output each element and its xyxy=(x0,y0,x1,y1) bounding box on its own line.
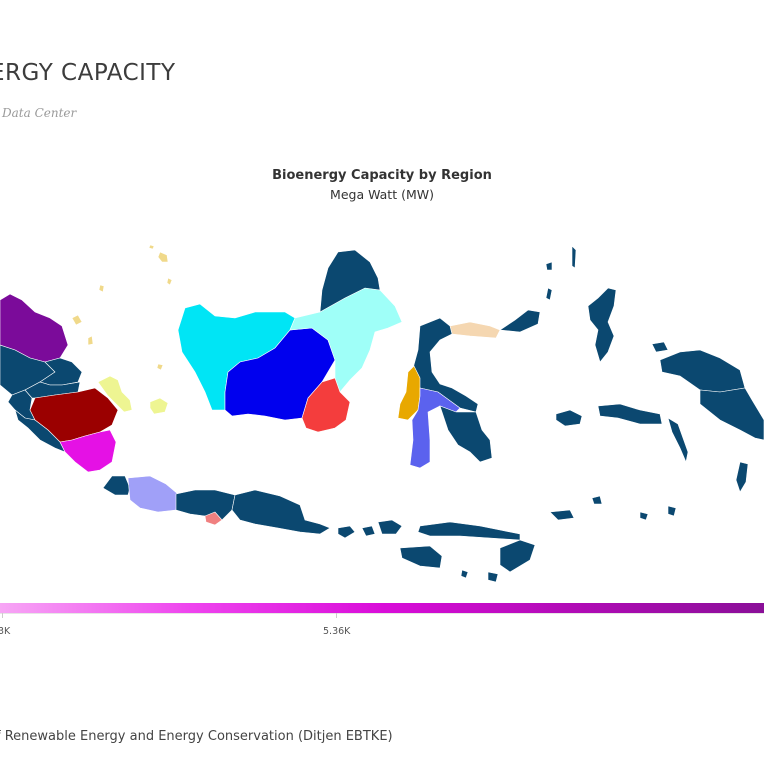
legend-tick xyxy=(336,613,337,618)
region-west-sulawesi[interactable] xyxy=(397,365,421,421)
region-west-papua[interactable] xyxy=(651,341,746,393)
page-subtitle: Data Center xyxy=(2,106,77,120)
page-title: ERGY CAPACITY xyxy=(0,60,176,86)
region-ntb[interactable] xyxy=(361,519,403,537)
region-north-maluku[interactable] xyxy=(545,245,617,363)
region-north-sulawesi[interactable] xyxy=(499,309,541,333)
map-title: Bioenergy Capacity by Region xyxy=(272,168,492,183)
region-south-kalimantan[interactable] xyxy=(301,377,351,433)
region-bangka-belitung[interactable] xyxy=(97,375,169,415)
region-south-sulawesi[interactable] xyxy=(409,387,461,469)
region-lampung[interactable] xyxy=(59,429,117,473)
region-maluku[interactable] xyxy=(555,403,749,521)
indonesia-choropleth-map xyxy=(0,244,764,583)
region-southeast-sulawesi[interactable] xyxy=(439,405,493,463)
legend-label-min: 3K xyxy=(0,626,11,637)
region-jambi[interactable] xyxy=(24,381,81,399)
map-subtitle: Mega Watt (MW) xyxy=(330,187,434,202)
region-west-java[interactable] xyxy=(127,475,179,513)
source-note: f Renewable Energy and Energy Conservati… xyxy=(0,729,393,744)
legend-baseline xyxy=(0,613,764,614)
region-central-java[interactable] xyxy=(175,489,236,521)
region-north-kalimantan[interactable] xyxy=(319,249,381,313)
region-ntt[interactable] xyxy=(399,509,575,583)
legend-tick xyxy=(2,613,3,618)
region-east-java[interactable] xyxy=(231,489,331,535)
region-gorontalo[interactable] xyxy=(449,321,501,339)
region-yogyakarta[interactable] xyxy=(204,511,223,526)
region-banten[interactable] xyxy=(102,475,131,496)
legend-label-mid: 5.36K xyxy=(323,626,351,637)
region-riau-islands[interactable] xyxy=(71,244,173,371)
legend-color-scale xyxy=(0,603,764,613)
region-bali[interactable] xyxy=(337,525,356,539)
region-papua[interactable] xyxy=(699,387,764,441)
